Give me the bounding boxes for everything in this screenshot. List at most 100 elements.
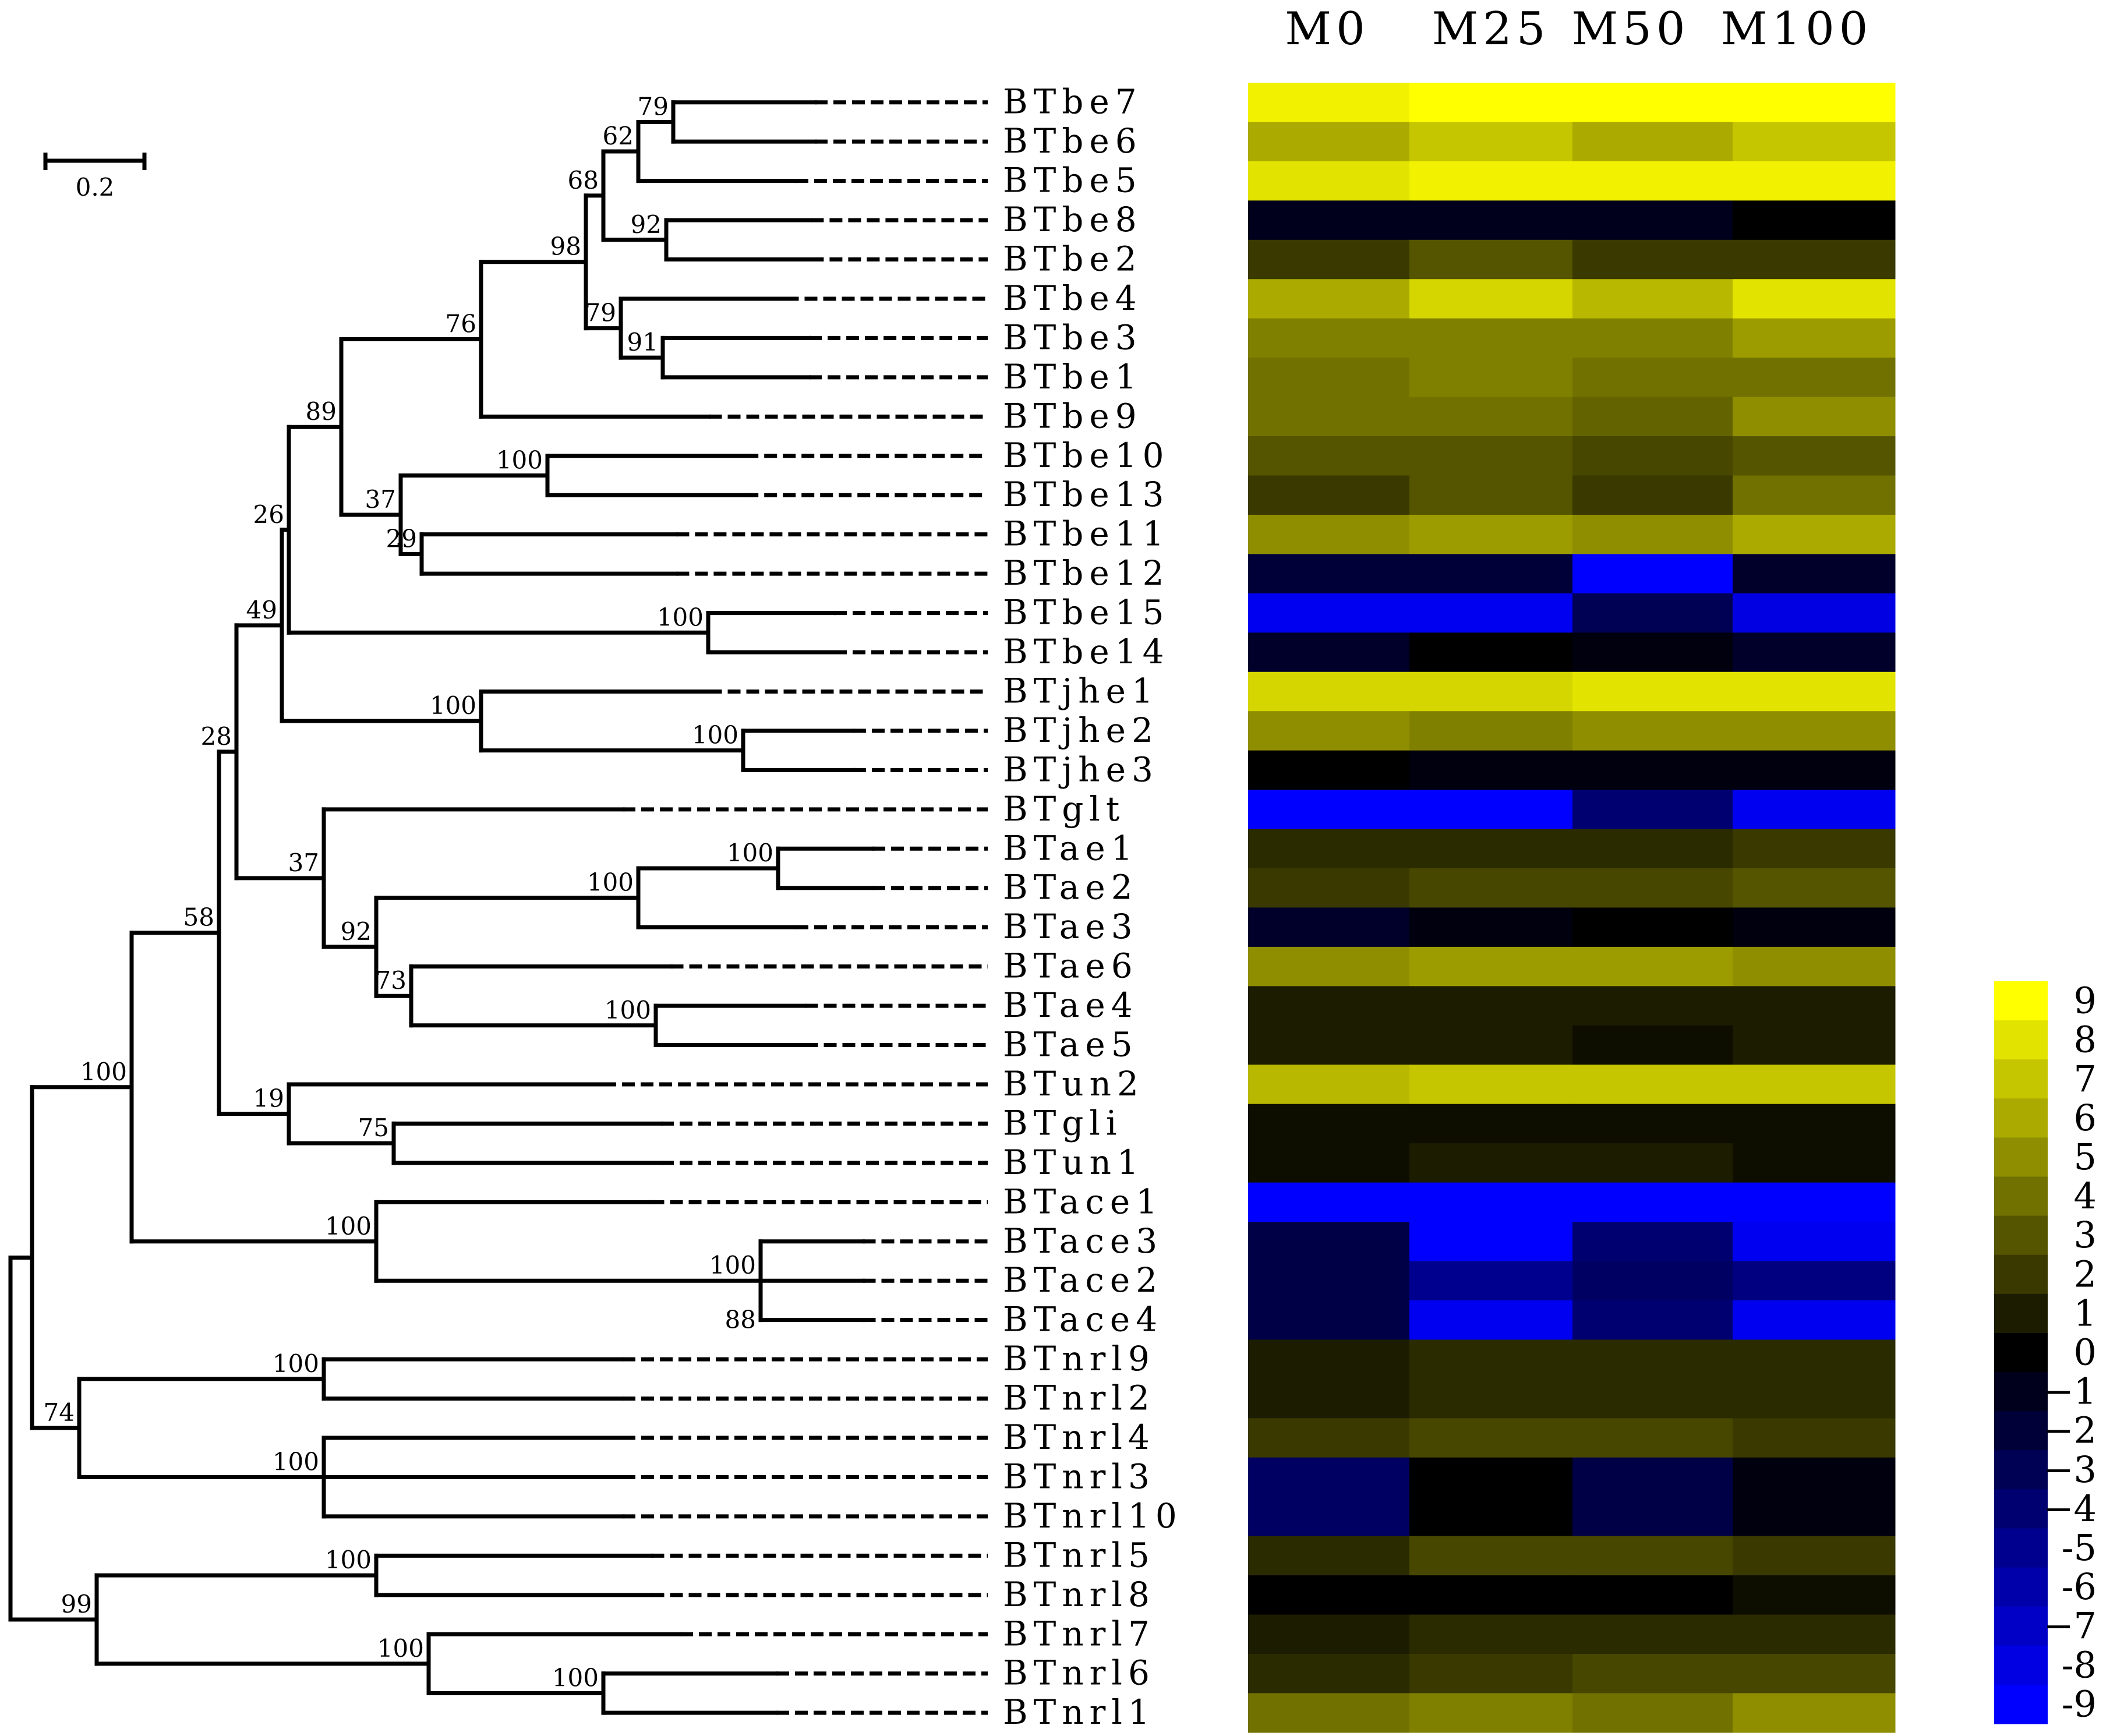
- heatmap-cell: [1733, 907, 1896, 947]
- scale-bar-label: 0.2: [76, 173, 115, 201]
- bootstrap-value: 29: [386, 524, 417, 553]
- bootstrap-value: 100: [273, 1349, 319, 1378]
- heatmap-cell: [1733, 397, 1896, 437]
- leaf-label: BTbe4: [1003, 278, 1143, 318]
- leaf-label: BTae3: [1003, 907, 1139, 946]
- leaf-label: BTnrl10: [1003, 1496, 1183, 1536]
- leaf-label: BTbe9: [1003, 396, 1143, 436]
- heatmap-cell: [1409, 436, 1573, 476]
- heatmap-cell: [1572, 868, 1733, 908]
- heatmap-cell: [1248, 279, 1410, 319]
- heatmap-cell: [1733, 1222, 1896, 1262]
- leaf-label: BTglt: [1003, 789, 1125, 829]
- legend-swatch: [1994, 1098, 2048, 1139]
- bootstrap-value: 99: [61, 1590, 92, 1618]
- heatmap-cell: [1409, 200, 1573, 241]
- heatmap-cell: [1572, 1182, 1733, 1222]
- heatmap-cell: [1733, 279, 1896, 319]
- leaf-label: BTae5: [1003, 1025, 1139, 1065]
- heatmap-cell: [1409, 829, 1573, 869]
- bootstrap-value: 49: [246, 596, 277, 624]
- legend-tick-label: 8: [2074, 1019, 2097, 1061]
- column-headers: M0 M25 M50 M100: [1285, 3, 1868, 55]
- leaf-label: BTbe6: [1003, 121, 1143, 161]
- heatmap-cell: [1733, 750, 1896, 790]
- heatmap-cell: [1572, 475, 1733, 515]
- heatmap-cell: [1248, 907, 1410, 947]
- heatmap-cell: [1572, 279, 1733, 319]
- bootstrap-value: 100: [709, 1251, 756, 1279]
- column-header-m50: M50: [1571, 3, 1690, 55]
- heatmap-cell: [1409, 1654, 1573, 1694]
- legend-swatch: [1994, 1020, 2048, 1060]
- heatmap-cell: [1572, 829, 1733, 869]
- bootstrap-value: 37: [288, 848, 319, 877]
- leaf-label: BTae4: [1003, 985, 1139, 1025]
- heatmap-cell: [1409, 1222, 1573, 1262]
- bootstrap-value: 76: [446, 310, 476, 338]
- bootstrap-value: 100: [377, 1634, 424, 1663]
- leaf-label: BTae6: [1003, 946, 1139, 986]
- heatmap-cell: [1733, 671, 1896, 712]
- legend-swatch: [1994, 1254, 2048, 1295]
- bootstrap-value: 73: [376, 966, 407, 995]
- leaf-label: BTnrl5: [1003, 1535, 1155, 1575]
- legend-swatch: [1994, 1411, 2048, 1451]
- heatmap-cell: [1572, 122, 1733, 162]
- heatmap-cell: [1248, 161, 1410, 201]
- bootstrap-value: 26: [253, 500, 284, 529]
- heatmap-cell: [1572, 1575, 1733, 1615]
- heatmap-cell: [1733, 318, 1896, 358]
- heatmap-cell: [1409, 1300, 1573, 1340]
- heatmap-cell: [1733, 358, 1896, 398]
- bootstrap-value: 92: [341, 917, 372, 946]
- leaf-label: BTbe10: [1003, 436, 1170, 475]
- legend-tick-label: −1: [2044, 1370, 2097, 1413]
- heatmap-cell: [1572, 1497, 1733, 1537]
- heatmap-cell: [1248, 1654, 1410, 1694]
- legend-tick-label: 2: [2074, 1253, 2097, 1295]
- bootstrap-value: 89: [306, 397, 337, 426]
- heatmap-cell: [1248, 239, 1410, 280]
- heatmap-cell: [1572, 1261, 1733, 1301]
- heatmap-cell: [1572, 907, 1733, 947]
- heatmap-cell: [1248, 1418, 1410, 1458]
- heatmap-cell: [1409, 750, 1573, 790]
- heatmap-cell: [1572, 1418, 1733, 1458]
- legend-tick-label: 9: [2074, 980, 2097, 1022]
- leaf-label: BTace1: [1003, 1182, 1163, 1221]
- leaf-label: BTnrl2: [1003, 1378, 1155, 1418]
- heatmap-cell: [1572, 593, 1733, 633]
- heatmap-cell: [1572, 1536, 1733, 1576]
- bootstrap-values: 7962926891799876100293789100261001004910…: [44, 92, 773, 1692]
- heatmap-cell: [1572, 1065, 1733, 1105]
- heatmap-cell: [1572, 1143, 1733, 1183]
- heatmap-cell: [1572, 1378, 1733, 1419]
- heatmap-cell: [1248, 1300, 1410, 1340]
- heatmap-cell: [1733, 1457, 1896, 1497]
- legend-tick-label: 5: [2074, 1136, 2097, 1178]
- bootstrap-value: 74: [44, 1398, 75, 1427]
- heatmap-cell: [1409, 358, 1573, 398]
- bootstrap-value: 58: [183, 903, 214, 932]
- bootstrap-value: 100: [552, 1663, 599, 1692]
- heatmap-cell: [1248, 1575, 1410, 1615]
- heatmap-cell: [1409, 1536, 1573, 1576]
- leaf-label: BTace2: [1003, 1260, 1163, 1300]
- heatmap-cell: [1409, 868, 1573, 908]
- bootstrap-value: 92: [631, 210, 662, 239]
- heatmap-cell: [1248, 1182, 1410, 1222]
- heatmap-cell: [1572, 161, 1733, 201]
- legend-swatch: [1994, 1372, 2048, 1412]
- leaf-label: BTgli: [1003, 1103, 1123, 1143]
- leaf-labels: BTbe7BTbe6BTbe5BTbe8BTbe2BTbe4BTbe3BTbe1…: [1003, 82, 1183, 1732]
- heatmap-cell: [1572, 1457, 1733, 1497]
- heatmap-cell: [1248, 1693, 1410, 1733]
- heatmap-cell: [1409, 239, 1573, 280]
- heatmap-cell: [1248, 711, 1410, 751]
- heatmap-cell: [1733, 1654, 1896, 1694]
- heatmap-cell: [1409, 1339, 1573, 1380]
- heatmap-cell: [1248, 829, 1410, 869]
- heatmap-cell: [1572, 671, 1733, 712]
